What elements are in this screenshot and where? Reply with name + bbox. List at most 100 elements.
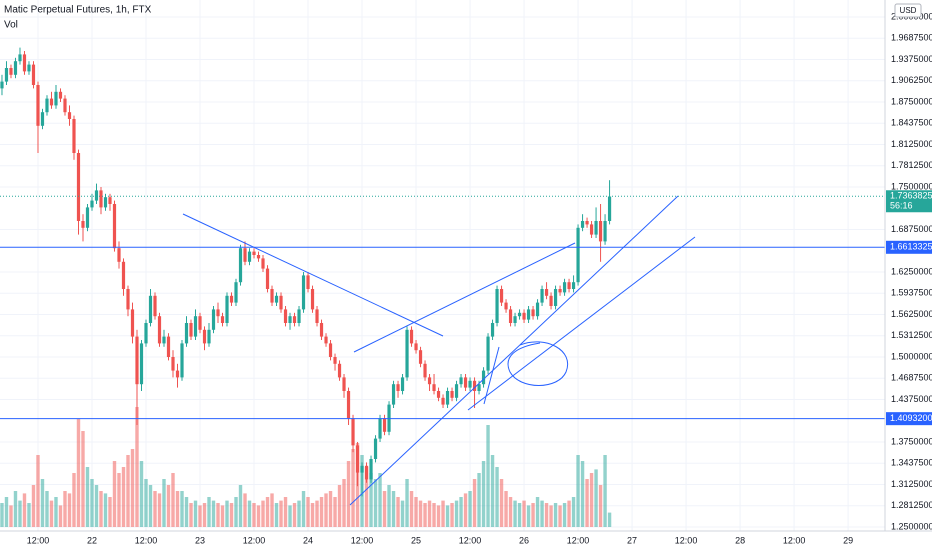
candle-body bbox=[418, 350, 423, 364]
volume-bar bbox=[378, 473, 382, 527]
candle-body bbox=[436, 391, 441, 398]
volume-bar bbox=[486, 425, 490, 527]
volume-bar bbox=[58, 505, 63, 527]
candle-body bbox=[310, 289, 315, 310]
volume-bar bbox=[27, 503, 31, 527]
candle-body bbox=[508, 309, 513, 323]
volume-bar bbox=[72, 473, 76, 527]
candle-body bbox=[90, 200, 94, 208]
volume-bar bbox=[94, 485, 99, 527]
volume-bar bbox=[454, 500, 459, 527]
candle-body bbox=[234, 282, 238, 303]
countdown: 56:16 bbox=[890, 201, 913, 211]
drawings bbox=[182, 195, 696, 506]
volume-bar bbox=[396, 497, 400, 527]
volume-bar bbox=[472, 479, 477, 527]
volume-bar bbox=[103, 493, 108, 527]
volume-bar bbox=[166, 485, 171, 527]
volume-bar bbox=[247, 500, 252, 527]
candle-body bbox=[27, 64, 31, 72]
price-label-box bbox=[886, 412, 932, 426]
y-tick-label: 1.8437500 bbox=[891, 118, 932, 128]
candle-body bbox=[378, 418, 382, 439]
volume-bar bbox=[544, 503, 549, 527]
y-tick-label: 1.3437500 bbox=[891, 458, 932, 468]
candle-body bbox=[301, 275, 306, 310]
x-tick-label: 26 bbox=[519, 535, 529, 545]
volume-bar bbox=[445, 505, 450, 527]
volume-bar bbox=[571, 497, 576, 527]
x-tick-label: 12:00 bbox=[27, 535, 50, 545]
candle-body bbox=[324, 336, 328, 344]
volume-bar bbox=[391, 491, 396, 527]
volume-bar bbox=[198, 505, 202, 527]
candle-body bbox=[121, 261, 126, 289]
volume-bar bbox=[517, 503, 522, 527]
candle-body bbox=[103, 197, 108, 208]
candle-body bbox=[18, 54, 22, 62]
candle-body bbox=[180, 343, 184, 378]
candle-body bbox=[504, 302, 508, 310]
candle-body bbox=[81, 221, 85, 228]
candle-body bbox=[589, 224, 594, 235]
volume-bar bbox=[423, 503, 427, 527]
volume-bar bbox=[504, 491, 508, 527]
candle-body bbox=[283, 309, 288, 323]
candle-body bbox=[202, 329, 207, 344]
candle-body bbox=[427, 377, 432, 385]
y-tick-label: 1.4687500 bbox=[891, 373, 932, 383]
volume-bar bbox=[432, 503, 436, 527]
candle-body bbox=[220, 316, 225, 323]
candle-body bbox=[319, 323, 324, 337]
volume-bar bbox=[108, 497, 112, 527]
volume-bar bbox=[22, 493, 27, 527]
y-tick-label: 1.3125000 bbox=[891, 479, 932, 489]
volume-bar bbox=[63, 491, 67, 527]
price-label: 1.6613325 bbox=[890, 242, 932, 252]
candle-body bbox=[108, 197, 112, 204]
price-axis bbox=[885, 0, 932, 550]
candle-body bbox=[423, 363, 427, 378]
candle-body bbox=[54, 91, 58, 106]
volume-bar bbox=[229, 503, 234, 527]
volume-bar bbox=[477, 473, 481, 527]
candle-body bbox=[445, 391, 450, 405]
candle-body bbox=[31, 64, 36, 85]
volume-bar bbox=[135, 407, 139, 527]
candle-body bbox=[364, 465, 369, 480]
candle-body bbox=[279, 295, 283, 310]
y-tick-label: 1.9062500 bbox=[891, 75, 932, 85]
volume-bar bbox=[427, 500, 432, 527]
volume-bar bbox=[526, 505, 531, 527]
volume-bar bbox=[54, 497, 58, 527]
candle-body bbox=[45, 98, 49, 113]
candle-body bbox=[499, 289, 504, 303]
candle-body bbox=[558, 289, 562, 293]
y-tick-label: 1.5625000 bbox=[891, 309, 932, 319]
candle-body bbox=[94, 190, 99, 201]
volume-bar bbox=[81, 431, 85, 527]
y-tick-label: 1.8125000 bbox=[891, 139, 932, 149]
volume-bar bbox=[220, 505, 225, 527]
volume-bar bbox=[562, 503, 567, 527]
x-tick-label: 12:00 bbox=[567, 535, 590, 545]
volume-bar bbox=[117, 473, 121, 527]
candle-body bbox=[252, 251, 256, 255]
candle-body bbox=[189, 323, 193, 337]
volume-bar bbox=[414, 497, 418, 527]
volume-bar bbox=[576, 455, 580, 527]
candle-body bbox=[247, 251, 252, 262]
candle-body bbox=[463, 377, 468, 388]
candle-body bbox=[256, 255, 261, 259]
y-tick-label: 1.7500000 bbox=[891, 181, 932, 191]
candle-body bbox=[603, 221, 607, 242]
volume-bar bbox=[603, 455, 607, 527]
candle-body bbox=[72, 119, 76, 153]
y-tick-label: 1.3750000 bbox=[891, 436, 932, 446]
volume-bar bbox=[409, 491, 414, 527]
candle-body bbox=[346, 391, 351, 419]
volume-bar bbox=[346, 461, 351, 527]
candle-body bbox=[535, 302, 540, 317]
candle-body bbox=[315, 309, 319, 323]
